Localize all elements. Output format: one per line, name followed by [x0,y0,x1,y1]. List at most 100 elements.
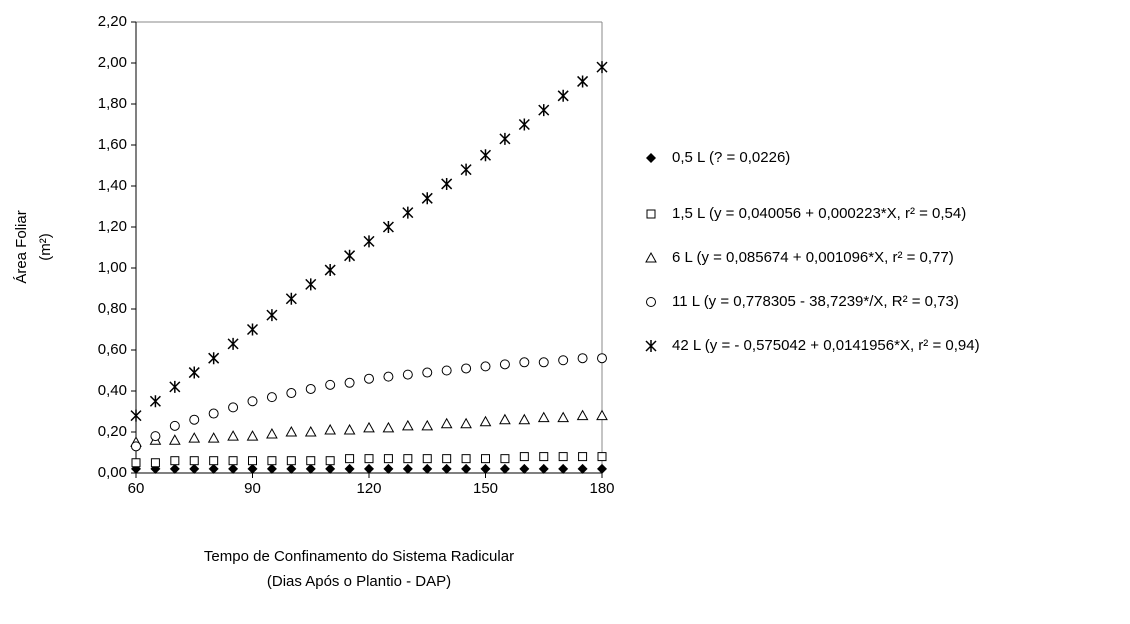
marker [343,423,356,435]
marker [577,353,588,364]
marker [422,454,432,464]
marker [557,89,569,102]
marker [597,353,607,364]
marker [422,367,433,378]
y-tick-label: 1,80 [98,95,127,112]
marker [131,458,141,468]
y-tick-label: 1,40 [98,177,127,194]
marker [286,456,296,466]
legend-label: 1,5 L (y = 0,040056 + 0,000223*X, r² = 0… [672,205,966,222]
marker [363,421,375,433]
marker [539,452,549,462]
x-axis-label: (Dias Após o Plantio - DAP) [267,573,451,590]
marker [325,379,336,390]
y-tick-label: 1,60 [98,136,127,153]
marker [325,463,336,474]
marker [286,463,297,474]
marker [646,153,656,163]
marker [325,456,335,466]
legend-label: 6 L (y = 0,085674 + 0,001096*X, r² = 0,7… [672,249,954,266]
marker [401,419,414,431]
marker [324,264,336,277]
x-tick-label: 90 [244,480,261,497]
marker [402,206,414,219]
marker [305,383,316,394]
marker [383,454,393,464]
marker [189,463,200,474]
marker [150,458,160,468]
marker [208,352,220,365]
marker [442,454,452,464]
marker [538,357,549,368]
marker [267,456,277,466]
marker [403,454,413,464]
marker [306,456,316,466]
marker [499,413,511,425]
marker [150,431,161,442]
marker [499,359,510,370]
marker [189,456,199,466]
marker [363,235,375,248]
marker [324,423,337,435]
marker [479,415,492,427]
marker [266,309,278,322]
marker [169,380,181,393]
y-tick-label: 2,20 [98,13,127,30]
marker [461,363,472,374]
marker [402,369,413,380]
legend-label: 42 L (y = - 0,575042 + 0,0141956*X, r² =… [672,337,980,354]
marker [285,425,298,437]
marker [518,413,531,425]
marker [578,452,588,462]
marker [518,118,530,131]
marker [286,388,297,399]
marker [461,463,472,474]
marker [188,432,201,443]
y-tick-label: 0,40 [98,382,127,399]
marker [344,377,355,388]
marker [422,463,433,474]
marker [500,454,510,464]
marker [169,420,180,431]
marker [519,452,529,462]
legend-label: 11 L (y = 0,778305 - 38,7239*/X, R² = 0,… [672,293,959,310]
marker [208,408,219,419]
marker [266,463,277,474]
marker [577,463,588,474]
marker [557,411,570,423]
marker [247,396,258,407]
y-tick-label: 0,60 [98,341,127,358]
marker [208,463,219,474]
marker [480,463,491,474]
marker [304,425,317,437]
marker [421,419,434,431]
marker [168,434,181,445]
marker [597,452,607,462]
marker [558,463,569,474]
marker [646,209,656,219]
marker [596,61,608,74]
y-tick-label: 0,00 [98,464,127,481]
marker [364,463,374,474]
x-tick-label: 60 [128,480,145,497]
y-tick-label: 0,80 [98,300,127,317]
marker [538,104,550,117]
y-tick-label: 1,00 [98,259,127,276]
marker [209,456,219,466]
marker [519,357,530,368]
y-tick-label: 0,20 [98,423,127,440]
marker [131,441,141,452]
marker [227,337,239,350]
marker [266,428,278,439]
legend-label: 0,5 L (? = 0,0226) [672,149,790,166]
marker [519,463,530,474]
marker [597,463,607,474]
marker [266,392,277,403]
marker [402,463,413,474]
marker [345,454,355,464]
marker [188,366,200,379]
marker [228,456,238,466]
marker [577,75,589,88]
marker [344,463,355,474]
